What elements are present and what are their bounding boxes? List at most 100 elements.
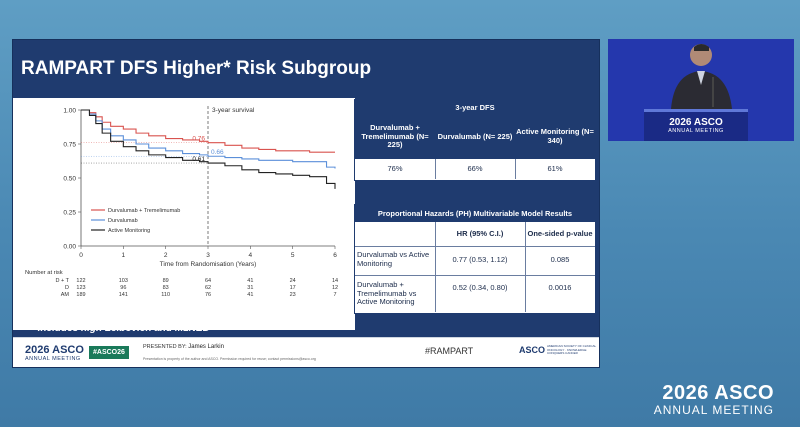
y-tick-label: 1.00 — [63, 108, 76, 115]
podium — [644, 109, 748, 141]
survival-label-1: 0.66 — [211, 149, 224, 156]
speaker-body — [671, 71, 732, 109]
asco-logo: ASCO — [519, 345, 546, 355]
dfs-table: 3-year DFS Durvalumab + Tremelimumab (N=… — [354, 99, 596, 181]
ph-table: Proportional Hazards (PH) Multivariable … — [354, 204, 596, 314]
risk-cell: 89 — [163, 278, 169, 284]
risk-cell: 189 — [76, 292, 85, 298]
risk-cell: 141 — [119, 292, 128, 298]
slide-title: RAMPART DFS Higher* Risk Subgroup — [21, 58, 372, 79]
risk-cell: 17 — [290, 285, 296, 291]
ph-table-header: Proportional Hazards (PH) Multivariable … — [355, 205, 595, 222]
risk-cell: 31 — [247, 285, 253, 291]
divider — [355, 246, 595, 247]
legend-label-1: Durvalumab — [108, 218, 138, 224]
divider — [525, 222, 526, 312]
speaker-hair — [694, 44, 709, 51]
risk-cell: 123 — [76, 285, 85, 291]
risk-cell: 64 — [205, 278, 211, 284]
presenter-name: James Larkin — [188, 344, 224, 350]
risk-cell: 12 — [332, 285, 338, 291]
survival-label-2: 0.61 — [192, 156, 205, 163]
ph-col-header: One-sided p-value — [527, 228, 593, 238]
risk-cell: 14 — [332, 278, 338, 284]
risk-row-label: D + T — [55, 278, 69, 284]
x-tick-label: 6 — [333, 252, 337, 259]
ph-row-label: Durvalumab + Tremelimumab vs Active Moni… — [357, 280, 417, 307]
podium-edge — [644, 109, 748, 112]
risk-cell: 76 — [205, 292, 211, 298]
presented-by-label: PRESENTED BY: — [143, 344, 187, 350]
divider — [355, 275, 595, 276]
divider — [435, 222, 436, 312]
footer-asco-year: 2026 ASCO — [25, 344, 84, 356]
dfs-value: 61% — [547, 163, 563, 173]
risk-cell: 62 — [205, 285, 211, 291]
brand-sub: ANNUAL MEETING — [653, 403, 774, 417]
y-tick-label: 0.25 — [63, 210, 76, 217]
three-year-annotation: 3-year survival — [212, 107, 255, 114]
podium-year: 2026 ASCO — [669, 117, 723, 128]
rampart-hashtag: #RAMPART — [425, 346, 474, 356]
risk-cell: 110 — [161, 292, 170, 298]
ph-row-label: Durvalumab vs Active Monitoring — [357, 250, 430, 268]
x-tick-label: 3 — [206, 252, 210, 259]
speaker-shirt — [697, 71, 705, 85]
risk-cell: 41 — [247, 278, 253, 284]
dfs-table-header: 3-year DFS — [355, 100, 595, 115]
divider — [515, 159, 516, 179]
km-chart-panel: 0.00 0.25 0.50 0.75 1.00 0 1 2 3 4 5 6 Time from Ran… — [13, 98, 355, 330]
ph-row-p: 0.0016 — [548, 282, 572, 292]
asco-branding: 2026 ASCO ANNUAL MEETING — [654, 382, 774, 417]
presenter-credit: PRESENTED BY: James Larkin — [143, 344, 224, 350]
risk-cell: 103 — [119, 278, 128, 284]
speaker-video: 2026 ASCO ANNUAL MEETING — [608, 39, 794, 141]
footer-asco-sub: ANNUAL MEETING — [25, 356, 81, 362]
risk-cell: 83 — [163, 285, 169, 291]
x-tick-label: 2 — [164, 252, 168, 259]
risk-cell: 7 — [333, 292, 336, 298]
divider — [435, 159, 436, 179]
y-tick-label: 0.75 — [63, 142, 76, 149]
presentation-slide: RAMPART DFS Higher* Risk Subgroup 0.00 0.… — [12, 39, 600, 368]
km-curve-2 — [81, 109, 336, 189]
legend-label-0: Durvalumab + Tremelimumab — [108, 208, 180, 214]
brand-year: 2026 ASCO — [662, 382, 774, 404]
y-tick-label: 0.00 — [63, 244, 76, 251]
speaker-figure — [608, 39, 794, 141]
ph-row-hr: 0.77 (0.53, 1.12) — [452, 254, 508, 264]
risk-row-label: D — [65, 285, 69, 291]
ph-col-header: HR (95% C.I.) — [456, 228, 504, 238]
dfs-value: 66% — [467, 163, 483, 173]
risk-cell: 122 — [76, 278, 85, 284]
dfs-col-header: Active Monitoring (N= 340) — [515, 115, 595, 159]
legend-label-2: Active Monitoring — [108, 228, 150, 234]
ph-row-hr: 0.52 (0.34, 0.80) — [452, 282, 508, 292]
microphone — [712, 77, 714, 107]
survival-label-0: 0.76 — [192, 136, 205, 143]
disclaimer: Presentation is property of the author a… — [143, 357, 316, 361]
x-tick-label: 4 — [249, 252, 253, 259]
x-tick-label: 0 — [79, 252, 83, 259]
y-tick-label: 0.50 — [63, 176, 76, 183]
dfs-col-header: Durvalumab (N= 225) — [435, 115, 515, 159]
asco-meeting-logo: 2026 ASCO ANNUAL MEETING — [25, 344, 84, 362]
asco26-badge: #ASCO26 — [89, 346, 129, 359]
x-tick-label: 1 — [122, 252, 126, 259]
risk-cell: 23 — [290, 292, 296, 298]
risk-row-label: AM — [61, 292, 70, 298]
x-axis-label: Time from Randomisation (Years) — [160, 261, 257, 268]
risk-cell: 96 — [120, 285, 126, 291]
dfs-value: 76% — [387, 163, 403, 173]
slide-footer: 2026 ASCO ANNUAL MEETING #ASCO26 PRESENT… — [13, 337, 599, 367]
asco-logo-tagline: AMERICAN SOCIETY OF CLINICAL ONCOLOGY · … — [547, 344, 597, 356]
risk-cell: 24 — [290, 278, 296, 284]
podium-logo: 2026 ASCO ANNUAL MEETING — [656, 117, 736, 134]
risk-table-title: Number at risk — [25, 270, 63, 276]
footnote: * Includes high Leibovich and M1NED — [31, 323, 210, 334]
podium-sub: ANNUAL MEETING — [668, 128, 724, 134]
x-tick-label: 5 — [291, 252, 295, 259]
dfs-col-header: Durvalumab + Tremelimumab (N= 225) — [355, 115, 435, 159]
ph-row-p: 0.085 — [550, 254, 570, 264]
